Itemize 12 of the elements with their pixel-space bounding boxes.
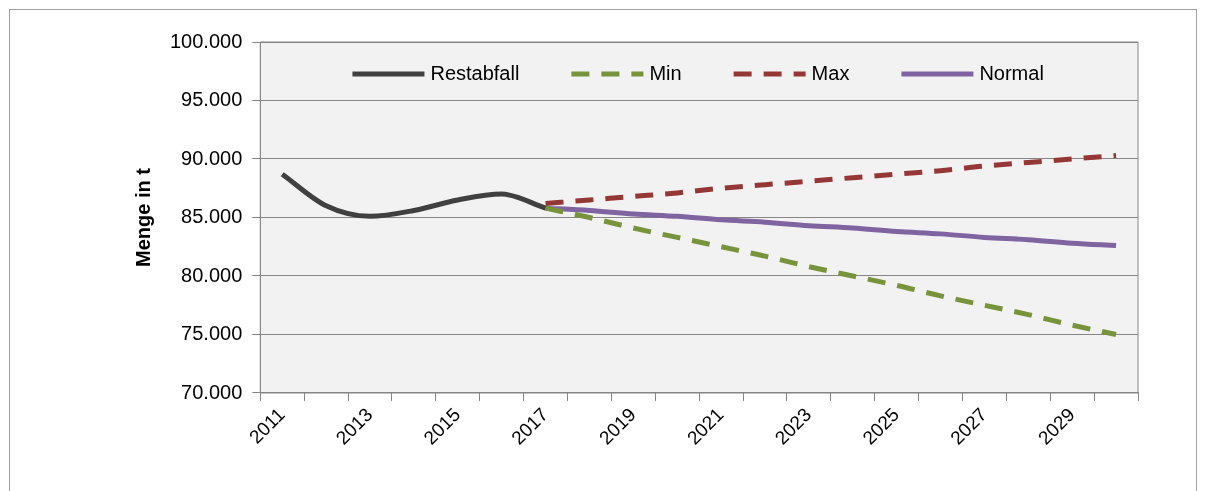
y-tick-label: 80.000 — [181, 263, 243, 286]
legend-label: Restabfall — [430, 61, 520, 84]
y-tick-label: 70.000 — [181, 380, 243, 403]
y-tick-label: 90.000 — [181, 146, 243, 169]
legend-label: Max — [811, 61, 850, 84]
y-tick-label: 95.000 — [181, 88, 243, 111]
y-axis-title: Menge in t — [131, 167, 154, 267]
legend-label: Normal — [979, 61, 1044, 84]
y-tick-label: 100.000 — [170, 29, 243, 52]
y-tick-label: 85.000 — [181, 205, 243, 228]
y-tick-label: 75.000 — [181, 322, 243, 345]
legend-label: Min — [649, 61, 682, 84]
